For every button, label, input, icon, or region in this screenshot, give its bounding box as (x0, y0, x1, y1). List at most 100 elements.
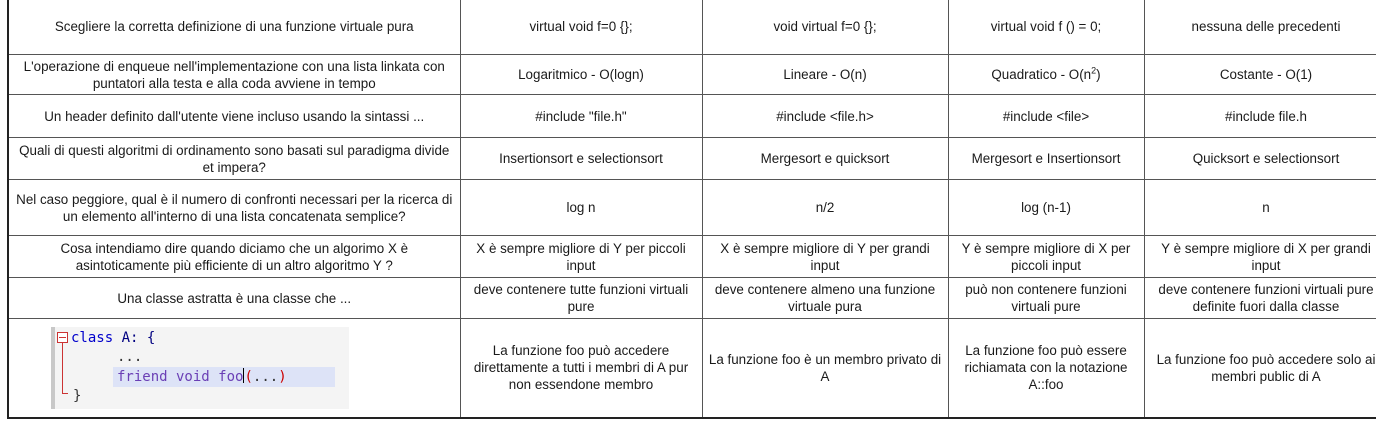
answer-text: virtual void f () = 0; (990, 19, 1102, 34)
answer-cell: X è sempre migliore di Y per grandi inpu… (701, 235, 949, 278)
answer-cell: n/2 (701, 179, 949, 236)
answer-text: n/2 (815, 200, 835, 215)
answer-cell: deve contenere funzioni virtuali pure de… (1143, 277, 1376, 319)
table-row: Una classe astratta è una classe che ...… (7, 277, 1376, 319)
fold-guide (62, 343, 63, 394)
answer-cell: Logaritmico - O(logn) (459, 54, 703, 95)
args: ... (252, 369, 279, 386)
answer-cell: Mergesort e quicksort (701, 137, 949, 180)
class-name: A: { (113, 330, 156, 347)
answer-cell: Mergesort e Insertionsort (947, 137, 1145, 180)
answer-cell: #include "file.h" (459, 94, 703, 138)
answer-cell: virtual void f=0 {}; (459, 0, 703, 55)
answer-text: log (n-1) (1021, 200, 1071, 215)
answer-cell: void virtual f=0 {}; (701, 0, 949, 55)
answer-cell: deve contenere tutte funzioni virtuali p… (459, 277, 703, 319)
answer-text: può non contenere funzioni virtuali pure (965, 282, 1127, 314)
answer-text: #include <file.h> (776, 108, 874, 124)
question-text: Nel caso peggiore, qual è il numero di c… (16, 191, 453, 224)
answer-text: n (1262, 200, 1270, 215)
answer-cell: La funzione foo è un membro privato di A (701, 318, 949, 419)
answer-text: Mergesort e quicksort (760, 151, 890, 166)
question-cell: Una classe astratta è una classe che ... (7, 277, 461, 319)
answer-cell: nessuna delle precedenti (1143, 0, 1376, 55)
code-snippet: class A: { ... friend void foo(...) } (10, 320, 459, 416)
table-row: Nel caso peggiore, qual è il numero di c… (7, 179, 1376, 236)
answer-cell: Lineare - O(n) (701, 54, 949, 95)
answer-cell: Costante - O(1) (1143, 54, 1376, 95)
question-cell: Nel caso peggiore, qual è il numero di c… (7, 179, 461, 236)
answer-cell: #include file.h (1143, 94, 1376, 138)
closing-paren: ) (1096, 67, 1101, 82)
question-cell: Quali di questi algoritmi di ordinamento… (7, 137, 461, 180)
answer-cell: Quadratico - O(n2) (947, 54, 1145, 95)
answer-cell: log n (459, 179, 703, 236)
answer-text: #include <file> (1002, 108, 1090, 124)
answer-cell: deve contenere almeno una funzione virtu… (701, 277, 949, 319)
table-row: L'operazione di enqueue nell'implementaz… (7, 54, 1376, 95)
keyword-void: void (167, 369, 210, 386)
answer-cell: Y è sempre migliore di X per grandi inpu… (1143, 235, 1376, 278)
answer-cell: Y è sempre migliore di X per piccoli inp… (947, 235, 1145, 278)
ellipsis: ... (117, 349, 143, 366)
keyword-class: class (71, 330, 114, 347)
table-row: Cosa intendiamo dire quando diciamo che … (7, 235, 1376, 278)
answer-text: log n (566, 200, 596, 215)
fold-guide-end (62, 393, 68, 395)
answer-text: X è sempre migliore di Y per grandi inpu… (720, 240, 930, 273)
question-text: Una classe astratta è una classe che ... (117, 290, 352, 306)
code-snippet-cell: class A: { ... friend void foo(...) } (7, 318, 461, 419)
answer-text: deve contenere almeno una funzione virtu… (714, 282, 936, 314)
table-row: Scegliere la corretta definizione di una… (7, 0, 1376, 55)
answer-text: Y è sempre migliore di X per piccoli inp… (961, 240, 1131, 273)
question-text: Un header definito dall'utente viene inc… (44, 108, 425, 124)
answer-cell: virtual void f () = 0; (947, 0, 1145, 55)
code-line-friend: friend void foo(...) (117, 368, 287, 386)
answer-cell: La funzione foo può essere richiamata co… (947, 318, 1145, 419)
answer-text: Quicksort e selectionsort (1192, 151, 1340, 166)
answer-text: La funzione foo può accedere solo ai mem… (1156, 351, 1376, 384)
question-text: Quali di questi algoritmi di ordinamento… (19, 142, 450, 175)
answer-text: void virtual f=0 {}; (773, 19, 877, 34)
code-line-class: class A: { (71, 329, 155, 347)
answer-text: virtual void f=0 {}; (529, 19, 633, 34)
superscript: 2 (1091, 65, 1097, 76)
answer-cell: #include <file> (947, 94, 1145, 138)
answer-text: Y è sempre migliore di X per grandi inpu… (1161, 240, 1371, 273)
answer-text: deve contenere tutte funzioni virtuali p… (473, 282, 689, 314)
function-name: foo (209, 369, 244, 386)
line-highlight (113, 367, 335, 388)
answer-cell: Quicksort e selectionsort (1143, 137, 1376, 180)
closing-brace: } (73, 388, 82, 405)
answer-cell: log (n-1) (947, 179, 1145, 236)
answer-cell: X è sempre migliore di Y per piccoli inp… (459, 235, 703, 278)
answer-text: Lineare - O(n) (783, 67, 867, 82)
answer-text: X è sempre migliore di Y per piccoli inp… (476, 240, 686, 273)
code-line-ellipsis: ... (117, 348, 142, 366)
answer-cell: #include <file.h> (701, 94, 949, 138)
answer-text: Logaritmico - O(logn) (518, 67, 644, 82)
paren-close: ) (278, 369, 287, 386)
quiz-table: Scegliere la corretta definizione di una… (7, 0, 1376, 419)
answer-text: #include file.h (1225, 108, 1307, 124)
question-cell: Un header definito dall'utente viene inc… (7, 94, 461, 138)
question-cell: Cosa intendiamo dire quando diciamo che … (7, 235, 461, 278)
table-row: class A: { ... friend void foo(...) } La… (7, 318, 1376, 419)
answer-text: La funzione foo può accedere direttament… (473, 343, 689, 393)
code-line-close: } (73, 387, 81, 405)
paren-open: ( (244, 369, 253, 386)
collapse-toggle-icon[interactable] (57, 332, 68, 344)
answer-cell: può non contenere funzioni virtuali pure (947, 277, 1145, 319)
answer-cell: Insertionsort e selectionsort (459, 137, 703, 180)
answer-text: nessuna delle precedenti (1191, 19, 1341, 34)
answer-cell: n (1143, 179, 1376, 236)
answer-text: Quadratico - O(n (991, 67, 1092, 82)
answer-text: #include "file.h" (535, 108, 627, 124)
text-caret (243, 368, 245, 384)
keyword-friend: friend (117, 369, 168, 386)
answer-text: Mergesort e Insertionsort (971, 151, 1121, 166)
table-row: Un header definito dall'utente viene inc… (7, 94, 1376, 138)
answer-text: Insertionsort e selectionsort (499, 151, 663, 166)
question-text: Scegliere la corretta definizione di una… (54, 19, 414, 34)
